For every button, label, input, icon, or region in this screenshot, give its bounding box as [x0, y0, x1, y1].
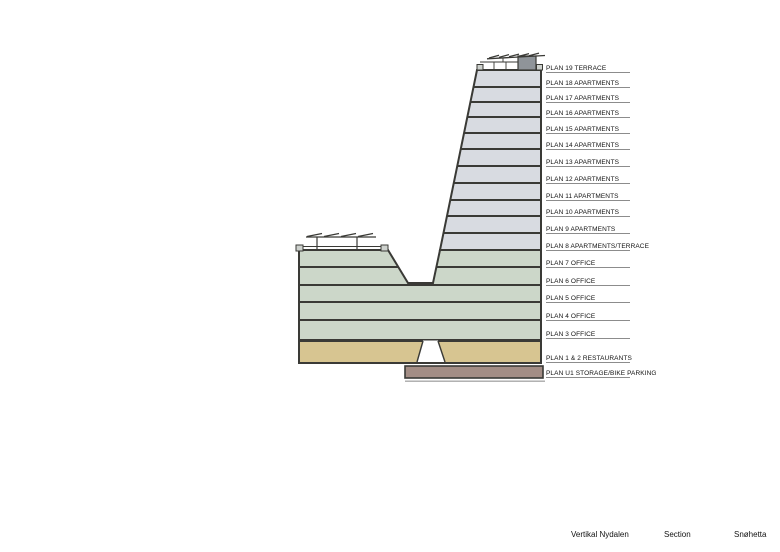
parapet-block — [295, 244, 304, 252]
floor-label: PLAN 15 APARTMENTS — [546, 125, 630, 134]
tower-roof-terrace — [476, 52, 546, 71]
tower-apartments-section — [438, 69, 542, 251]
parapet-block — [476, 64, 484, 71]
floor-label: PLAN 12 APARTMENTS — [546, 175, 630, 184]
floor-label: PLAN 9 APARTMENTS — [546, 225, 630, 234]
entrance-notch — [416, 340, 446, 363]
titleblock-project-name: Vertikal Nydalen — [571, 530, 629, 539]
podium-roof-terrace — [295, 232, 389, 252]
floor-label: PLAN 13 APARTMENTS — [546, 158, 630, 167]
floor-label: PLAN 18 APARTMENTS — [546, 79, 630, 88]
floor-label: PLAN 5 OFFICE — [546, 294, 630, 303]
floor-label: PLAN 11 APARTMENTS — [546, 192, 630, 201]
floor-label: PLAN 6 OFFICE — [546, 277, 630, 286]
rooftop-solar-canopy — [486, 52, 546, 62]
floor-label: PLAN 3 OFFICE — [546, 330, 630, 339]
floor-label: PLAN 1 & 2 RESTAURANTS — [546, 355, 632, 363]
floor-label: PLAN 19 TERRACE — [546, 64, 630, 73]
rooftop-box — [517, 55, 537, 71]
floor-label: PLAN 8 APARTMENTS/TERRACE — [546, 243, 650, 251]
floor-label: PLAN 7 OFFICE — [546, 259, 630, 268]
floor-label: PLAN 10 APARTMENTS — [546, 208, 630, 217]
parapet-block — [536, 64, 543, 71]
floor-label: PLAN 14 APARTMENTS — [546, 141, 630, 150]
titleblock-drawing-type: Section — [664, 530, 691, 539]
floor-label: PLAN 16 APARTMENTS — [546, 109, 630, 118]
terrace-solar-pergola — [306, 232, 376, 250]
titleblock-firm-name: Snøhetta — [734, 530, 767, 539]
restaurant-base-section — [298, 340, 542, 364]
basement-section — [404, 365, 545, 382]
parapet-block — [380, 244, 389, 252]
office-podium-section — [298, 249, 542, 341]
floor-label: PLAN 4 OFFICE — [546, 312, 630, 321]
floor-label: PLAN U1 STORAGE/BIKE PARKING — [546, 370, 657, 378]
floor-label: PLAN 17 APARTMENTS — [546, 94, 630, 103]
excavation-line — [405, 380, 545, 382]
